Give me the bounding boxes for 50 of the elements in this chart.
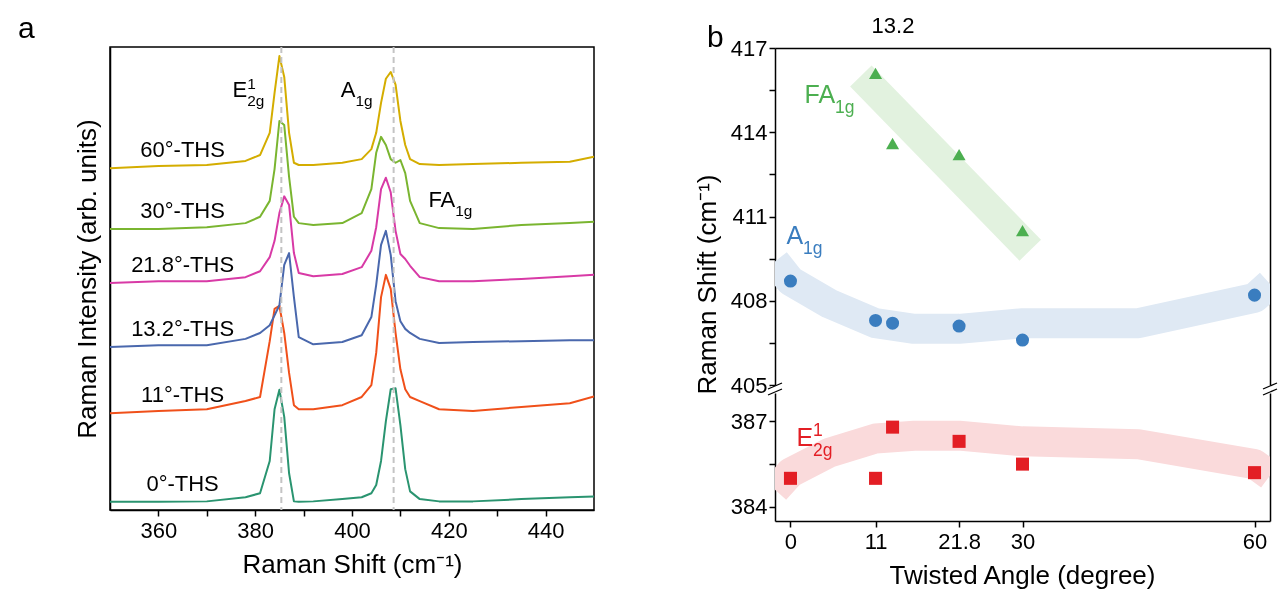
point bbox=[1248, 288, 1262, 302]
point bbox=[886, 420, 900, 434]
series-label: FA$_{1g}$ bbox=[804, 80, 855, 118]
x-tick-label: 11 bbox=[864, 528, 888, 554]
x-tick-label: 380 bbox=[237, 517, 275, 543]
x-tick-label: 400 bbox=[334, 517, 371, 543]
point bbox=[952, 149, 966, 161]
x-tick-label: 60 bbox=[1242, 528, 1268, 554]
point bbox=[952, 434, 966, 448]
series-label: 0°-THS bbox=[146, 470, 219, 496]
x-tick-label: 420 bbox=[430, 517, 468, 543]
series-label: 30°-THS bbox=[140, 198, 225, 224]
x-tick-label: 21.8 bbox=[938, 528, 981, 554]
point bbox=[869, 471, 883, 485]
x-axis-title: Twisted Angle (degree) bbox=[889, 559, 1156, 590]
y-tick-label: 387 bbox=[730, 408, 768, 434]
y-tick-label: 414 bbox=[730, 119, 768, 145]
point bbox=[1015, 224, 1030, 237]
x-tick-label: 30 bbox=[1010, 528, 1036, 554]
point bbox=[869, 67, 883, 79]
y-tick-label: 417 bbox=[730, 35, 768, 61]
y-tick-label: 384 bbox=[730, 494, 768, 520]
point bbox=[886, 137, 900, 150]
chart-title: a bbox=[18, 11, 35, 44]
annotation: FA$_{1g}$ bbox=[428, 187, 473, 219]
y-tick-label: 405 bbox=[730, 372, 768, 398]
x-tick-label: 0 bbox=[784, 528, 798, 554]
y-tick-label: 411 bbox=[732, 204, 768, 229]
point bbox=[952, 319, 966, 333]
series-label: 13.2°-THS bbox=[131, 316, 235, 342]
series-label: 60°-THS bbox=[140, 137, 225, 163]
y-tick-label: 408 bbox=[730, 288, 768, 314]
annotation: A$_{1g}$ bbox=[340, 76, 373, 109]
point bbox=[1015, 457, 1030, 471]
point bbox=[1248, 466, 1262, 480]
series-label: 21.8°-THS bbox=[131, 252, 235, 278]
y-axis-title: Raman Shift (cm⁻¹) bbox=[691, 174, 722, 395]
point bbox=[886, 316, 900, 330]
series-label: A$_{1g}$ bbox=[786, 221, 823, 259]
text: 13.2 bbox=[871, 13, 915, 38]
point bbox=[869, 313, 883, 327]
point bbox=[783, 471, 797, 485]
x-tick-label: 360 bbox=[140, 517, 178, 543]
x-tick-label: 440 bbox=[527, 517, 565, 543]
point bbox=[783, 274, 797, 288]
series-label: 11°-THS bbox=[141, 382, 225, 408]
point bbox=[1015, 333, 1030, 347]
x-axis-title: Raman Shift (cm⁻¹) bbox=[242, 548, 463, 579]
chart-title: b bbox=[707, 20, 724, 53]
y-axis-title: Raman Intensity (arb. units) bbox=[71, 119, 102, 439]
